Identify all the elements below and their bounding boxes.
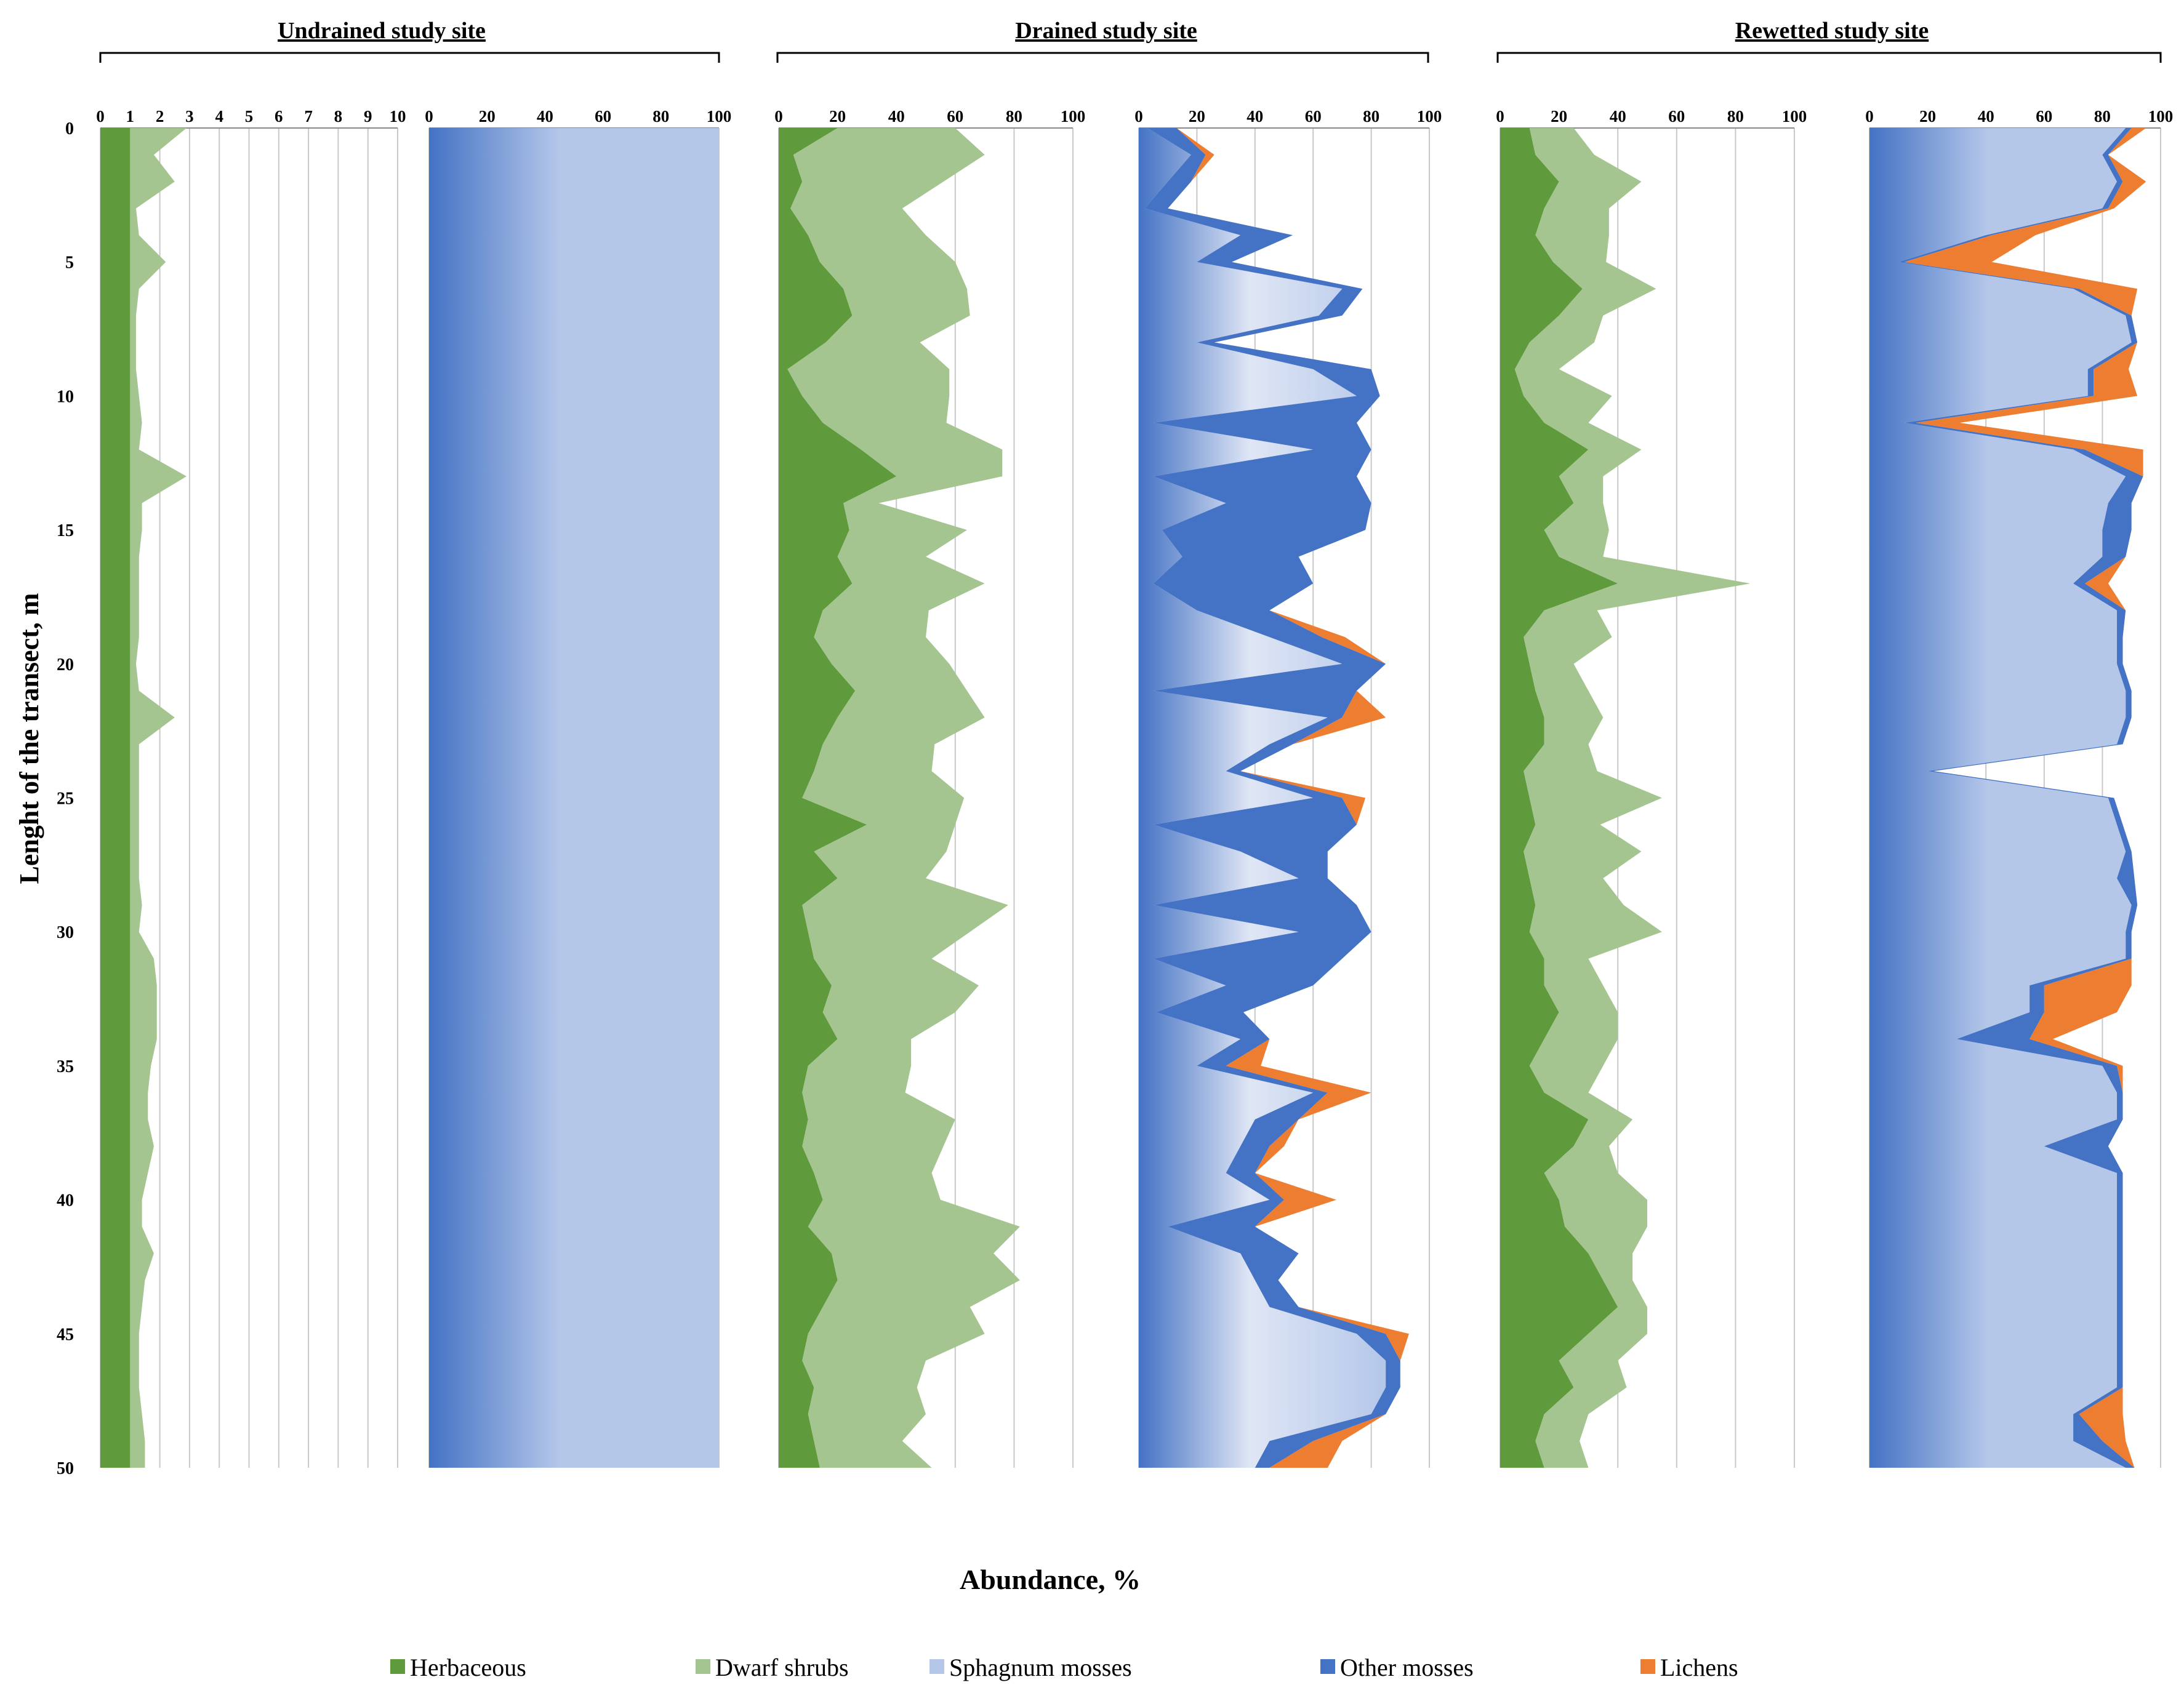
y-tick-40: 40 — [57, 1191, 74, 1211]
y-axis-ticks: 0 5 10 15 20 25 30 35 40 45 50 — [57, 119, 74, 1478]
x-tick-drained-vascular-0: 0 — [774, 107, 783, 126]
x-tick-undrained-vascular-1: 1 — [126, 107, 135, 126]
panel-rewetted-moss: 0 20 40 60 80 100 — [1865, 107, 2173, 1468]
y-tick-35: 35 — [57, 1057, 74, 1076]
site-titles: Undrained study site Drained study site … — [278, 18, 1929, 44]
panel-rewetted-vascular: 0 20 40 60 80 100 — [1496, 107, 1807, 1468]
x-tick-rewetted-moss-60: 60 — [2036, 107, 2052, 126]
panel-drained-moss: 0 20 40 60 80 100 — [1134, 107, 1442, 1468]
panel-undrained-moss: 0 20 40 60 80 100 — [425, 107, 731, 1468]
area-undrained-vascular-dwarf-shrubs — [130, 128, 187, 1468]
area-drained-moss-lichens — [1168, 128, 1409, 1468]
area-undrained-moss-sphagnum-mosses — [429, 128, 719, 1468]
site-title-rewetted: Rewetted study site — [1735, 18, 1929, 44]
x-tick-undrained-vascular-0: 0 — [96, 107, 105, 126]
x-tick-rewetted-vascular-40: 40 — [1610, 107, 1626, 126]
legend-label-herbaceous: Herbaceous — [410, 1654, 526, 1681]
legend-label-lichens: Lichens — [1660, 1654, 1738, 1681]
x-tick-drained-vascular-60: 60 — [947, 107, 963, 126]
bracket-rewetted — [1496, 52, 2162, 63]
area-rewetted-moss-sphagnum-mosses — [1869, 128, 2132, 1468]
x-tick-undrained-vascular-10: 10 — [390, 107, 406, 126]
y-tick-0: 0 — [65, 119, 74, 138]
y-tick-5: 5 — [65, 254, 74, 273]
y-tick-50: 50 — [57, 1459, 74, 1478]
area-rewetted-moss-other-mosses — [1898, 128, 2143, 1468]
y-tick-15: 15 — [57, 521, 74, 540]
legend-swatch-dwarf-shrubs — [696, 1659, 710, 1674]
x-tick-rewetted-vascular-80: 80 — [1727, 107, 1744, 126]
legend: Herbaceous Dwarf shrubs Sphagnum mosses … — [390, 1654, 1738, 1681]
x-tick-drained-vascular-100: 100 — [1061, 107, 1086, 126]
area-rewetted-vascular-herbaceous — [1500, 128, 1618, 1468]
x-tick-undrained-vascular-9: 9 — [364, 107, 372, 126]
x-tick-drained-moss-100: 100 — [1417, 107, 1442, 126]
y-tick-30: 30 — [57, 923, 74, 942]
x-tick-undrained-vascular-5: 5 — [245, 107, 254, 126]
legend-label-dwarf-shrubs: Dwarf shrubs — [715, 1654, 849, 1681]
x-tick-undrained-vascular-2: 2 — [156, 107, 164, 126]
panel-undrained-vascular: 0 1 2 3 4 5 6 7 8 9 10 — [96, 107, 406, 1468]
panel-drained-vascular: 0 20 40 60 80 100 — [774, 107, 1085, 1468]
y-tick-45: 45 — [57, 1325, 74, 1344]
x-tick-rewetted-vascular-0: 0 — [1496, 107, 1504, 126]
area-drained-vascular-herbaceous — [779, 128, 897, 1468]
x-tick-undrained-moss-0: 0 — [425, 107, 433, 126]
x-tick-drained-vascular-80: 80 — [1006, 107, 1022, 126]
x-tick-undrained-vascular-6: 6 — [275, 107, 283, 126]
x-tick-drained-moss-80: 80 — [1363, 107, 1379, 126]
site-brackets — [99, 52, 2162, 63]
x-tick-rewetted-vascular-100: 100 — [1782, 107, 1807, 126]
x-tick-drained-vascular-40: 40 — [888, 107, 905, 126]
area-undrained-vascular-herbaceous — [100, 128, 130, 1468]
x-tick-undrained-moss-40: 40 — [537, 107, 553, 126]
legend-swatch-herbaceous — [390, 1659, 405, 1674]
x-tick-undrained-vascular-3: 3 — [185, 107, 194, 126]
x-tick-undrained-moss-80: 80 — [652, 107, 669, 126]
area-drained-vascular-dwarf-shrubs — [787, 128, 1020, 1468]
x-tick-rewetted-vascular-20: 20 — [1551, 107, 1567, 126]
x-tick-undrained-moss-60: 60 — [595, 107, 611, 126]
y-tick-25: 25 — [57, 790, 74, 809]
legend-swatch-other-mosses — [1320, 1659, 1335, 1674]
x-axis-label: Abundance, % — [960, 1564, 1141, 1595]
bracket-undrained — [99, 52, 720, 63]
x-tick-drained-vascular-20: 20 — [829, 107, 846, 126]
x-tick-undrained-moss-20: 20 — [479, 107, 496, 126]
legend-swatch-lichens — [1640, 1659, 1655, 1674]
y-axis-label: Lenght of the transect, m — [14, 593, 44, 884]
area-drained-moss-sphagnum-mosses — [1139, 128, 1386, 1468]
x-tick-drained-moss-20: 20 — [1189, 107, 1205, 126]
x-tick-rewetted-moss-20: 20 — [1919, 107, 1936, 126]
x-tick-drained-moss-40: 40 — [1247, 107, 1263, 126]
area-rewetted-vascular-dwarf-shrubs — [1514, 128, 1751, 1468]
legend-label-other-mosses: Other mosses — [1340, 1654, 1474, 1681]
legend-label-sphagnum: Sphagnum mosses — [949, 1654, 1132, 1681]
x-tick-rewetted-moss-100: 100 — [2148, 107, 2174, 126]
bracket-drained — [776, 52, 1429, 63]
x-tick-rewetted-moss-0: 0 — [1865, 107, 1874, 126]
x-tick-undrained-vascular-4: 4 — [215, 107, 223, 126]
area-rewetted-moss-lichens — [1904, 128, 2146, 1468]
legend-swatch-sphagnum — [929, 1659, 944, 1674]
x-tick-undrained-moss-100: 100 — [707, 107, 732, 126]
x-tick-rewetted-moss-80: 80 — [2094, 107, 2111, 126]
x-tick-drained-moss-0: 0 — [1134, 107, 1143, 126]
x-tick-undrained-vascular-8: 8 — [334, 107, 343, 126]
plot-layer: 0 1 2 3 4 5 6 7 8 9 10 0 20 40 60 80 100 0 20 40 60 80 100 0 20 4… — [96, 107, 2173, 1468]
x-tick-rewetted-vascular-60: 60 — [1668, 107, 1685, 126]
area-drained-moss-other-mosses — [1144, 128, 1400, 1468]
site-title-drained: Drained study site — [1015, 18, 1197, 44]
x-tick-undrained-vascular-7: 7 — [304, 107, 313, 126]
x-tick-rewetted-moss-40: 40 — [1978, 107, 1994, 126]
x-tick-drained-moss-60: 60 — [1305, 107, 1322, 126]
y-tick-20: 20 — [57, 655, 74, 674]
site-title-undrained: Undrained study site — [278, 18, 486, 44]
y-tick-10: 10 — [57, 387, 74, 406]
